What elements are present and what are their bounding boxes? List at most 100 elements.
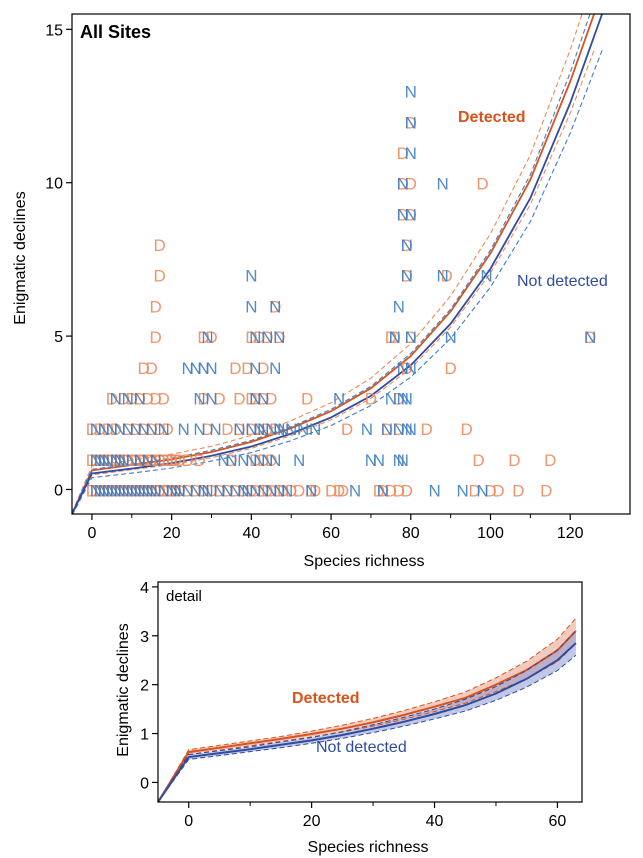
detected-point: D — [389, 328, 401, 347]
detected-point: D — [397, 205, 409, 224]
detected-point: D — [381, 420, 393, 439]
fit-not-detected-line — [72, 14, 603, 514]
not-detected-point: N — [205, 359, 217, 378]
not-detected-point: N — [114, 451, 126, 470]
detected-point: D — [472, 451, 484, 470]
detected-point: D — [540, 482, 552, 501]
not-detected-point: N — [169, 482, 181, 501]
not-detected-point: N — [249, 389, 261, 408]
top-y-tick-label: 15 — [45, 22, 63, 39]
detected-point: D — [405, 113, 417, 132]
not-detected-point: N — [397, 451, 409, 470]
detected-point: D — [245, 328, 257, 347]
not-detected-point: N — [405, 83, 417, 102]
not-detected-point: N — [134, 389, 146, 408]
not-detected-point: N — [130, 420, 142, 439]
not-detected-point: N — [165, 482, 177, 501]
detected-point: D — [169, 451, 181, 470]
detected-point: D — [181, 482, 193, 501]
not-detected-point: N — [397, 175, 409, 194]
detected-point: D — [233, 420, 245, 439]
not-detected-point: N — [142, 482, 154, 501]
detected-point: D — [154, 482, 166, 501]
not-detected-point: N — [213, 482, 225, 501]
detected-point: D — [257, 359, 269, 378]
detected-point: D — [305, 482, 317, 501]
not-detected-point: N — [257, 420, 269, 439]
detected-point: D — [146, 482, 158, 501]
detected-point: D — [130, 482, 142, 501]
detected-point: D — [197, 328, 209, 347]
not-detected-point: N — [122, 420, 134, 439]
not-detected-point: N — [217, 451, 229, 470]
not-detected-point: N — [94, 482, 106, 501]
detected-point: D — [285, 482, 297, 501]
not-detected-point: N — [305, 482, 317, 501]
top-x-axis-label: Species richness — [304, 553, 425, 570]
detected-point: D — [118, 451, 130, 470]
not-detected-point: N — [393, 420, 405, 439]
not-detected-point: N — [405, 113, 417, 132]
top-y-axis-label: Enigmatic declines — [12, 191, 29, 324]
not-detected-point: N — [114, 482, 126, 501]
top-x-tick-label: 40 — [242, 525, 260, 542]
top-x-tick-label: 100 — [477, 525, 504, 542]
detected-point: D — [265, 451, 277, 470]
detected-point: D — [269, 297, 281, 316]
detected-point: D — [237, 482, 249, 501]
not-detected-point: N — [193, 420, 205, 439]
not-detected-point: N — [397, 389, 409, 408]
not-detected-point: N — [102, 482, 114, 501]
detected-point: D — [98, 451, 110, 470]
detected-point: D — [173, 482, 185, 501]
detected-point: D — [253, 328, 265, 347]
not-detected-point: N — [397, 359, 409, 378]
detected-point: D — [401, 236, 413, 255]
not-detected-point: N — [401, 389, 413, 408]
detected-point: D — [249, 451, 261, 470]
detected-point: D — [110, 420, 122, 439]
detected-point: D — [102, 451, 114, 470]
detected-point: D — [106, 482, 118, 501]
detected-point: D — [86, 451, 98, 470]
not-detected-point: N — [205, 389, 217, 408]
detected-point: D — [94, 451, 106, 470]
not-detected-point: N — [480, 267, 492, 286]
top-x-tick-label: 120 — [557, 525, 584, 542]
detected-point: D — [169, 482, 181, 501]
not-detected-point: N — [158, 482, 170, 501]
not-detected-point: N — [405, 205, 417, 224]
detected-point: D — [197, 482, 209, 501]
detected-point: D — [309, 482, 321, 501]
detected-point: D — [158, 389, 170, 408]
top-x-tick-label: 60 — [322, 525, 340, 542]
detected-point: D — [122, 482, 134, 501]
detected-point: D — [377, 482, 389, 501]
not-detected-point: N — [253, 451, 265, 470]
not-detected-point: N — [456, 482, 468, 501]
detected-point: D — [277, 482, 289, 501]
not-detected-point: N — [209, 420, 221, 439]
detected-point: D — [257, 451, 269, 470]
not-detected-point: N — [249, 359, 261, 378]
not-detected-point: N — [401, 236, 413, 255]
not-detected-point: N — [150, 451, 162, 470]
not-detected-point: N — [377, 482, 389, 501]
not-detected-point: N — [110, 482, 122, 501]
detected-point: D — [444, 359, 456, 378]
detected-point: D — [249, 482, 261, 501]
not-detected-point: N — [221, 482, 233, 501]
not-detected-point: N — [90, 482, 102, 501]
not-detected-point: N — [201, 482, 213, 501]
detected-point: D — [584, 328, 596, 347]
detected-point: D — [333, 482, 345, 501]
detected-point: D — [253, 420, 265, 439]
detected-point: D — [205, 328, 217, 347]
detail-axes: 0 20 40 60 0 1 2 3 4 — [140, 580, 583, 830]
detected-point: D — [245, 389, 257, 408]
detected-point: D — [373, 482, 385, 501]
not-detected-point: N — [197, 359, 209, 378]
detected-point: D — [225, 451, 237, 470]
detail-not-detected-upper-ci — [157, 630, 577, 803]
